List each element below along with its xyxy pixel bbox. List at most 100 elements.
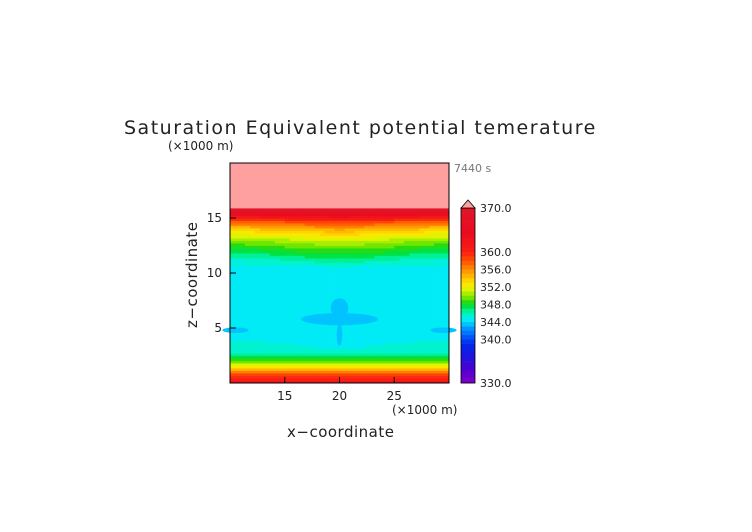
contour-cell: [409, 175, 415, 179]
contour-cell: [439, 195, 445, 199]
contour-cell: [294, 325, 301, 329]
contour-cell: [254, 363, 261, 366]
contour-cell: [234, 258, 241, 261]
contour-cell: [254, 330, 261, 334]
contour-cell: [399, 295, 405, 299]
contour-cell: [394, 248, 400, 251]
contour-cell: [404, 198, 410, 201]
contour-cell: [384, 220, 390, 224]
contour-cell: [404, 328, 410, 331]
contour-cell: [369, 165, 375, 169]
contour-cell: [349, 183, 355, 186]
contour-cell: [409, 195, 415, 199]
contour-cell: [274, 313, 281, 316]
contour-cell: [264, 305, 271, 309]
contour-cell: [279, 223, 286, 226]
contour-cell: [379, 173, 385, 176]
contour-cell: [299, 353, 306, 356]
contour-cell: [399, 233, 405, 236]
contour-cell: [329, 233, 335, 236]
contour-cell: [239, 178, 246, 181]
contour-cell: [304, 180, 311, 184]
contour-cell: [444, 375, 450, 379]
contour-cell: [389, 228, 395, 231]
contour-cell: [374, 298, 380, 301]
contour-cell: [249, 235, 256, 239]
contour-cell: [279, 318, 286, 321]
contour-cell: [444, 343, 450, 346]
contour-cell: [274, 280, 281, 284]
contour-cell: [444, 178, 450, 181]
contour-cell: [249, 163, 256, 166]
contour-cell: [254, 370, 261, 374]
contour-cell: [279, 380, 286, 384]
contour-cell: [244, 325, 251, 329]
contour-cell: [354, 345, 360, 349]
contour-cell: [349, 375, 355, 379]
contour-cell: [369, 328, 375, 331]
contour-cell: [414, 313, 420, 316]
contour-cell: [379, 318, 385, 321]
contour-cell: [399, 285, 405, 289]
contour-cell: [374, 353, 380, 356]
contour-cell: [359, 175, 365, 179]
contour-cell: [274, 265, 281, 269]
contour-cell: [269, 330, 276, 334]
contour-cell: [249, 370, 256, 374]
contour-cell: [339, 375, 345, 379]
contour-cell: [439, 308, 445, 311]
contour-cell: [389, 333, 395, 336]
contour-cell: [259, 333, 266, 336]
contour-cell: [309, 208, 316, 211]
contour-cell: [354, 325, 360, 329]
contour-cell: [444, 215, 450, 219]
contour-cell: [309, 175, 316, 179]
contour-cell: [364, 243, 370, 246]
contour-cell: [419, 205, 425, 209]
contour-cell: [284, 185, 291, 189]
contour-cell: [434, 300, 440, 304]
contour-cell: [284, 358, 291, 361]
contour-cell: [409, 265, 415, 269]
contour-cell: [394, 373, 400, 376]
contour-cell: [249, 165, 256, 169]
contour-cell: [319, 198, 325, 201]
contour-cell: [344, 340, 350, 344]
contour-cell: [294, 175, 301, 179]
contour-cell: [364, 213, 370, 216]
contour-cell: [264, 170, 271, 174]
contour-cell: [364, 358, 370, 361]
contour-cell: [429, 240, 435, 244]
contour-cell: [354, 373, 360, 376]
contour-cell: [344, 293, 350, 296]
contour-cell: [284, 360, 291, 364]
contour-cell: [389, 320, 395, 324]
contour-cell: [424, 308, 430, 311]
contour-cell: [309, 273, 316, 276]
contour-cell: [299, 200, 306, 204]
contour-cell: [409, 325, 415, 329]
contour-cell: [414, 368, 420, 371]
contour-cell: [349, 270, 355, 274]
contour-cell: [259, 360, 266, 364]
contour-cell: [439, 343, 445, 346]
colorbar-segment: [461, 286, 475, 292]
contour-cell: [230, 380, 236, 384]
contour-cell: [294, 170, 301, 174]
contour-cell: [304, 308, 311, 311]
contour-cell: [414, 320, 420, 324]
contour-cell: [314, 180, 320, 184]
contour-cell: [354, 290, 360, 294]
contour-cell: [249, 278, 256, 281]
contour-cell: [309, 295, 316, 299]
contour-cell: [249, 200, 256, 204]
contour-cell: [374, 268, 380, 271]
contour-cell: [294, 213, 301, 216]
contour-cell: [414, 308, 420, 311]
contour-cell: [324, 335, 330, 339]
contour-cell: [274, 375, 281, 379]
contour-cell: [309, 248, 316, 251]
contour-cell: [384, 260, 390, 264]
contour-cell: [439, 363, 445, 366]
contour-cell: [319, 223, 325, 226]
